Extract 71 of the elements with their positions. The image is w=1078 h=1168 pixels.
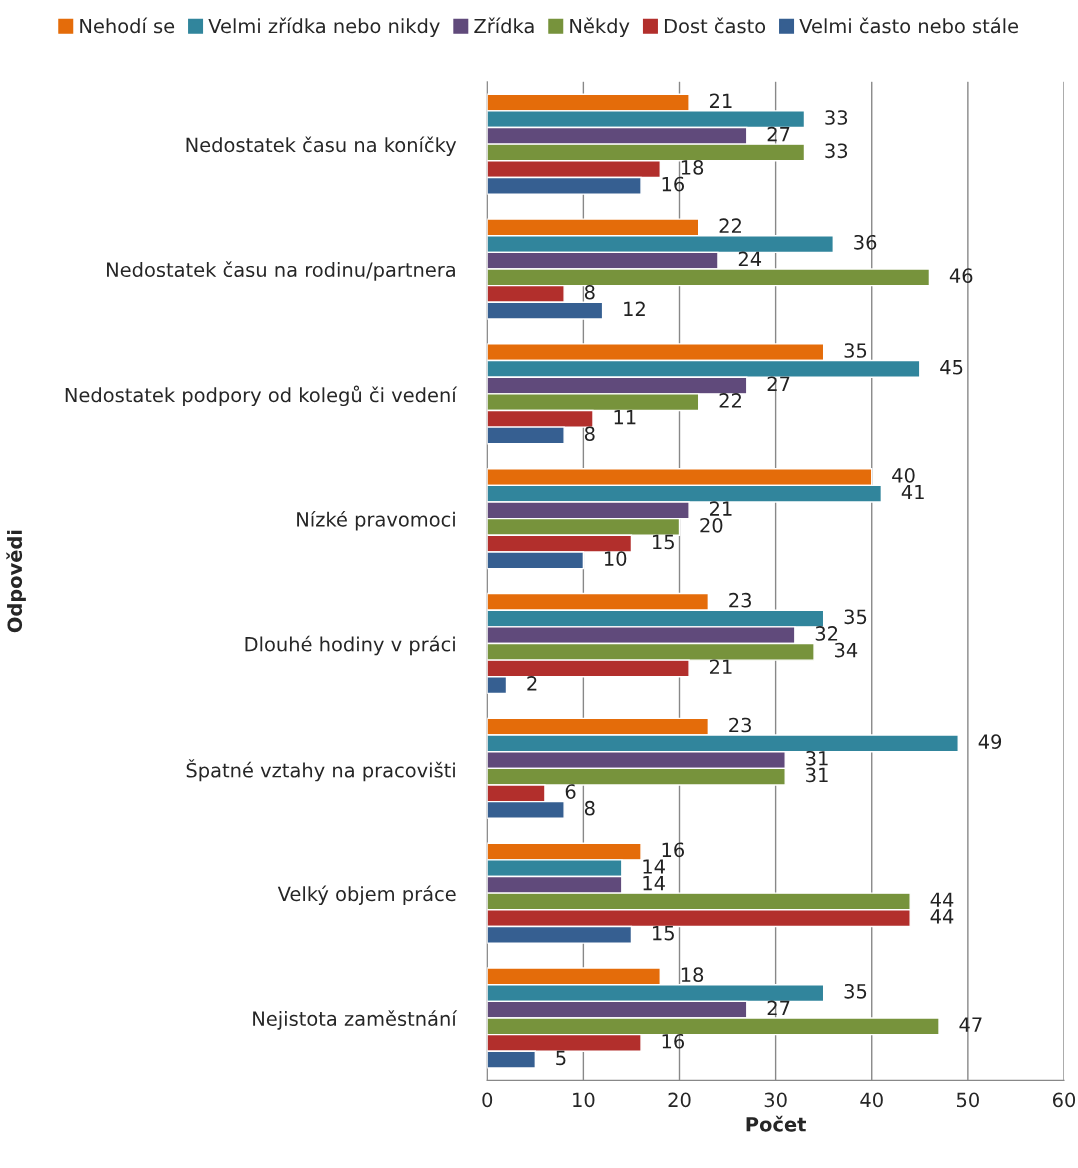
data-label: 21 (709, 93, 732, 108)
x-tick-label: 60 (1052, 1092, 1076, 1108)
data-label: 14 (643, 876, 665, 891)
data-label: 6 (565, 784, 576, 799)
x-tick-label: 30 (764, 1092, 787, 1108)
data-label: 35 (844, 609, 867, 625)
data-label: 31 (806, 750, 828, 766)
data-label: 16 (662, 176, 685, 192)
data-label: 21 (709, 501, 732, 516)
data-label: 11 (614, 409, 636, 425)
y-tick-label: Nedostatek času na koníčky (186, 136, 457, 156)
data-label: 15 (653, 925, 674, 941)
data-label: 36 (854, 234, 877, 250)
data-label: 14 (643, 859, 665, 874)
data-label: 5 (556, 1050, 566, 1066)
x-axis-title: Počet (746, 1115, 806, 1132)
data-label: 16 (662, 842, 685, 858)
data-label: 8 (584, 800, 595, 816)
data-label: 18 (681, 967, 704, 983)
data-label: 24 (738, 251, 762, 267)
legend-label: Zřídka (474, 17, 534, 34)
data-label: 40 (892, 467, 915, 483)
legend-label: Někdy (570, 17, 630, 38)
data-label: 22 (719, 393, 741, 408)
legend-label: Velmi zřídka nebo nikdy (208, 17, 440, 38)
legend-label: Dost často (664, 17, 766, 34)
data-label: 22 (719, 218, 741, 233)
legend-label: Velmi často nebo stále (799, 17, 1019, 34)
data-label: 44 (930, 909, 954, 924)
data-label: 21 (709, 659, 732, 674)
data-label: 35 (844, 343, 867, 358)
x-tick-label: 10 (573, 1092, 595, 1108)
data-label: 35 (844, 983, 867, 999)
y-tick-label: Nejistota zaměstnání (253, 1010, 458, 1030)
y-tick-label: Nedostatek času na rodinu/partnera (107, 261, 455, 281)
data-label: 16 (662, 1033, 685, 1049)
data-label: 15 (653, 534, 674, 550)
y-tick-label: Dlouhé hodiny v práci (245, 635, 455, 656)
x-tick-label: 0 (482, 1092, 493, 1108)
x-tick-label: 50 (956, 1092, 979, 1108)
data-label: 46 (949, 268, 973, 283)
data-label: 23 (729, 592, 751, 608)
legend-label: Nehodí se (80, 17, 175, 34)
data-label: 45 (940, 360, 963, 375)
y-tick-label: Velký objem práce (277, 885, 456, 905)
y-tick-label: Nedostatek podpory od kolegů či vedení (65, 385, 458, 407)
data-label: 18 (681, 160, 704, 175)
data-label: 32 (815, 626, 838, 641)
data-label: 23 (729, 717, 751, 733)
data-label: 12 (624, 301, 645, 316)
data-label: 49 (978, 734, 1002, 749)
y-axis-title: Odpovědi (6, 530, 26, 633)
data-label: 41 (901, 484, 924, 500)
data-label: 8 (584, 426, 595, 442)
data-label: 31 (806, 767, 828, 783)
data-label: 8 (584, 284, 595, 300)
y-tick-label: Špatné vztahy na pracovišti (186, 759, 455, 782)
data-label: 33 (825, 110, 848, 125)
x-tick-label: 40 (860, 1092, 883, 1108)
data-label: 27 (767, 1000, 790, 1016)
data-label: 47 (959, 1017, 982, 1032)
x-tick-label: 20 (668, 1092, 691, 1108)
data-label: 27 (767, 376, 790, 391)
data-label: 44 (930, 892, 954, 907)
data-label: 34 (835, 642, 858, 658)
data-label: 20 (700, 517, 723, 533)
data-label: 27 (767, 126, 790, 142)
data-label: 10 (604, 551, 627, 566)
data-label: 2 (527, 676, 537, 691)
y-tick-label: Nízké pravomoci (297, 510, 455, 531)
data-label: 33 (825, 143, 848, 159)
